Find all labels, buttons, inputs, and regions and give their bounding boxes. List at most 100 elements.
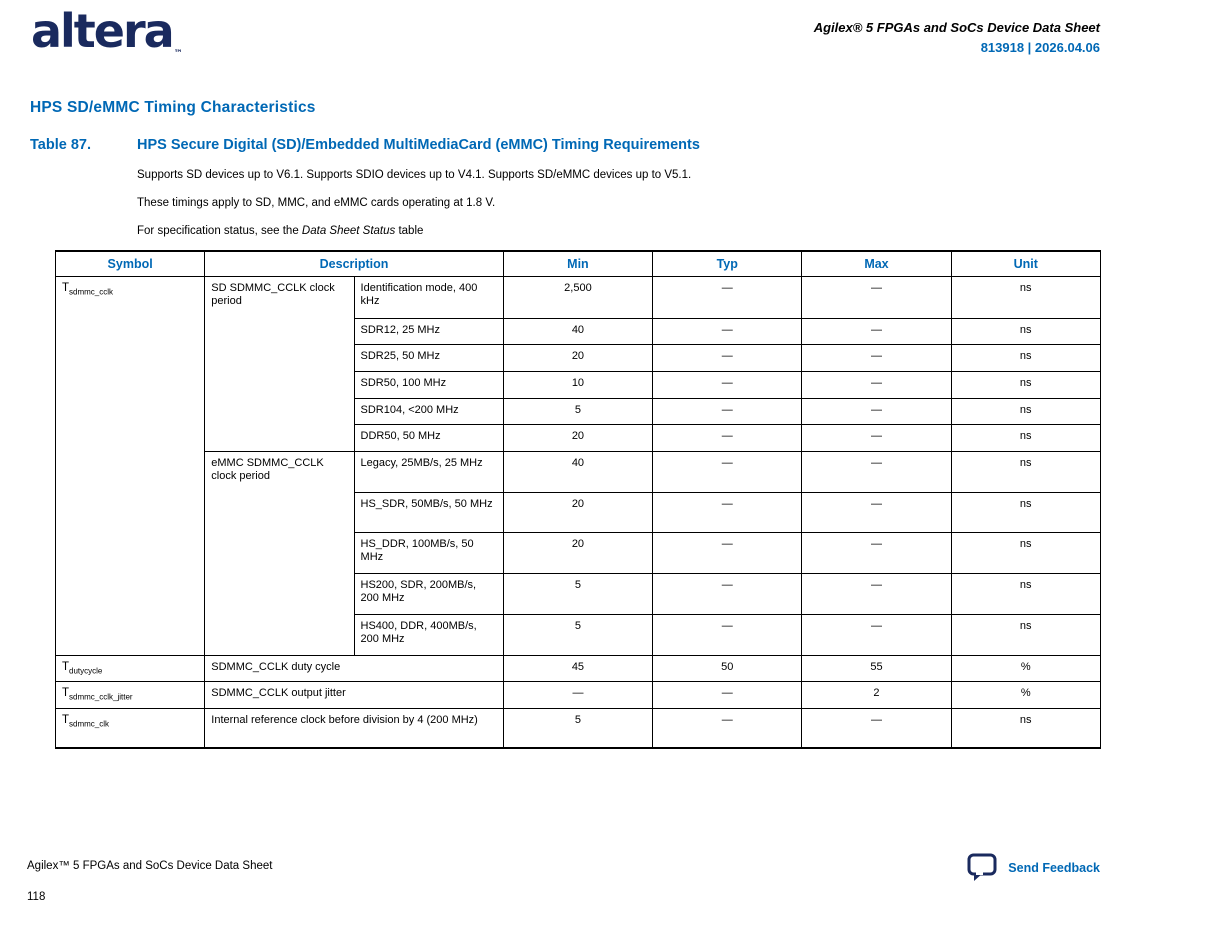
altera-logo-text: altera [31, 4, 175, 58]
desc-cell: Legacy, 25MB/s, 25 MHz [353, 450, 504, 493]
value-cell: — [801, 707, 952, 749]
symbol-cell: Tdutycycle [54, 654, 206, 682]
value-cell: — [652, 572, 803, 615]
table-note: These timings apply to SD, MMC, and eMMC… [137, 197, 496, 209]
value-cell: ns [950, 707, 1101, 749]
table-row: HS400, DDR, 400MB/s, 200 MHz 5— — ns [56, 613, 1101, 656]
value-cell: 20 [502, 343, 654, 372]
table-row: Tsdmmc_cclk_jitter SDMMC_CCLK output jitt… [54, 680, 1101, 709]
desc-cell: HS400, DDR, 400MB/s, 200 MHz [353, 613, 504, 656]
footer-document-name: Agilex™ 5 FPGAs and SoCs Device Data She… [27, 860, 273, 872]
table-row: SDR104, <200 MHz 5— — ns [56, 397, 1101, 425]
symbol-cell: Tsdmmc_cclk_jitter [54, 680, 206, 709]
desc-cell: SDR50, 100 MHz [353, 370, 504, 399]
table-row: SDR50, 100 MHz 10— — ns [56, 370, 1101, 399]
value-cell: — [652, 707, 803, 749]
table-note: Supports SD devices up to V6.1. Supports… [137, 169, 692, 181]
value-cell: 5 [502, 707, 654, 749]
value-cell: 20 [502, 531, 654, 574]
value-cell: 5 [502, 397, 654, 425]
value-cell: 55 [801, 654, 952, 682]
table-notes: Supports SD devices up to V6.1. Supports… [137, 168, 1037, 252]
page-number: 118 [27, 891, 46, 903]
value-cell: 2 [801, 680, 952, 709]
value-cell: 5 [502, 572, 654, 615]
spec-note-italic: Data Sheet Status [301, 225, 396, 237]
desc-cell: SDR12, 25 MHz [353, 317, 504, 345]
value-cell: — [801, 531, 952, 574]
value-cell: — [652, 317, 803, 345]
value-cell: ns [950, 423, 1101, 452]
value-cell: % [950, 680, 1101, 709]
send-feedback-button[interactable]: Send Feedback [967, 853, 1100, 882]
column-header: Unit [950, 250, 1101, 277]
table-caption: Table 87. HPS Secure Digital (SD)/Embedd… [30, 137, 700, 153]
send-feedback-label: Send Feedback [1008, 860, 1100, 875]
value-cell: — [801, 343, 952, 372]
column-header: Max [801, 250, 952, 277]
table-caption-label: Table 87. [30, 137, 91, 153]
symbol-cell: Tsdmmc_clk [54, 707, 206, 749]
value-cell: — [652, 275, 803, 319]
value-cell: ns [950, 491, 1101, 533]
column-header: Min [502, 250, 654, 277]
table-row: DDR50, 50 MHz 20— — ns [56, 423, 1101, 452]
value-cell: 2,500 [502, 275, 654, 319]
section-title: HPS SD/eMMC Timing Characteristics [30, 99, 316, 116]
value-cell: — [652, 423, 803, 452]
value-cell: ns [950, 450, 1101, 493]
value-cell: — [801, 450, 952, 493]
trademark-mark: ™ [173, 49, 183, 59]
value-cell: 20 [502, 491, 654, 533]
desc-cell: DDR50, 50 MHz [353, 423, 504, 452]
value-cell: ns [950, 275, 1101, 319]
desc-cell: Internal reference clock before division… [204, 707, 504, 749]
value-cell: 20 [502, 423, 654, 452]
column-header: Description [204, 250, 504, 277]
value-cell: 50 [652, 654, 803, 682]
document-number-date: 813918 | 2026.04.06 [980, 40, 1100, 55]
value-cell: — [801, 370, 952, 399]
altera-logo: altera™ [31, 2, 183, 74]
timing-table-container: Symbol Description Min Typ Max Unit Tsdmmc_cc… [54, 250, 1101, 749]
desc-cell: SDR104, <200 MHz [353, 397, 504, 425]
table-row: HS_SDR, 50MB/s, 50 MHz 20— — ns [56, 491, 1101, 533]
desc-cell: HS_SDR, 50MB/s, 50 MHz [353, 491, 504, 533]
page-header-right: Agilex® 5 FPGAs and SoCs Device Data She… [500, 20, 1100, 55]
value-cell: ns [950, 343, 1101, 372]
value-cell: — [652, 680, 803, 709]
value-cell: — [652, 343, 803, 372]
value-cell: — [801, 275, 952, 319]
spec-note-suffix: table [395, 225, 424, 237]
value-cell: — [652, 450, 803, 493]
timing-table: Symbol Description Min Typ Max Unit Tsdmmc_cc… [54, 250, 1101, 749]
table-row: Tsdmmc_clk Internal reference clock befor… [54, 707, 1101, 749]
value-cell: — [652, 370, 803, 399]
timing-table-head: Symbol Description Min Typ Max Unit [54, 250, 1101, 277]
value-cell: ns [950, 370, 1101, 399]
desc-cell: Identification mode, 400 kHz [353, 275, 504, 319]
table-row: Tsdmmc_cclk SD SDMMC_CCLK clock period Ide… [54, 275, 1101, 656]
column-header: Typ [652, 250, 803, 277]
document-title: Agilex® 5 FPGAs and SoCs Device Data She… [813, 20, 1100, 35]
desc-cell: HS200, SDR, 200MB/s, 200 MHz [353, 572, 504, 615]
desc-cell: SDR25, 50 MHz [353, 343, 504, 372]
desc-cell: SD SDMMC_CCLK clock period [204, 275, 355, 452]
value-cell: % [950, 654, 1101, 682]
desc-cell: HS_DDR, 100MB/s, 50 MHz [353, 531, 504, 574]
desc-cell: eMMC SDMMC_CCLK clock period [204, 450, 355, 656]
value-cell: — [801, 423, 952, 452]
speech-bubble-icon [967, 853, 998, 882]
table-row: eMMC SDMMC_CCLK clock period Legacy, 25MB… [56, 450, 1101, 656]
value-cell: 40 [502, 450, 654, 493]
spec-note-prefix: For specification status, see the [137, 225, 302, 237]
spec-status-note: For specification status, see the Data S… [137, 224, 1037, 239]
value-cell: 10 [502, 370, 654, 399]
value-cell: — [652, 397, 803, 425]
value-cell: — [502, 680, 654, 709]
value-cell: — [801, 397, 952, 425]
value-cell: ns [950, 613, 1101, 656]
desc-cell: SDMMC_CCLK output jitter [204, 680, 504, 709]
value-cell: 45 [502, 654, 654, 682]
